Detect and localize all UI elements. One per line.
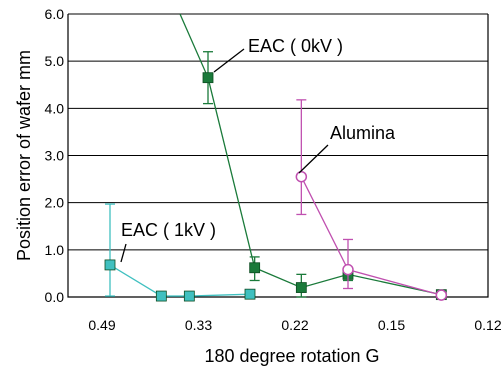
series-line <box>300 176 442 296</box>
annotation-label: EAC ( 1kV ) <box>121 220 216 240</box>
data-point <box>435 289 448 301</box>
annotation-leader <box>120 243 127 263</box>
x-axis-tick-labels: 0.49 0.33 0.22 0.15 0.12 <box>88 317 501 333</box>
series-eac-0kv <box>179 13 447 301</box>
y-tick-label: 0.0 <box>45 289 65 305</box>
series-annotations: EAC ( 0kV ) Alumina EAC ( 1kV ) <box>120 36 396 263</box>
data-point <box>202 72 214 84</box>
data-point <box>342 263 354 276</box>
data-series <box>104 13 448 302</box>
data-point <box>104 259 116 271</box>
y-tick-label: 4.0 <box>45 100 65 116</box>
y-axis-tick-labels: 0.0 1.0 2.0 3.0 4.0 5.0 6.0 <box>45 6 65 305</box>
annotation-label: Alumina <box>330 123 396 143</box>
annotation-leader <box>213 48 245 73</box>
x-tick-label: 0.33 <box>185 317 212 333</box>
plot-frame <box>67 14 489 298</box>
y-axis-label: Position error of wafer mm <box>14 50 34 261</box>
series-line <box>109 264 251 297</box>
series-alumina <box>295 99 448 301</box>
data-point <box>295 170 308 183</box>
data-point <box>155 290 167 302</box>
annotation-leader <box>298 144 329 174</box>
series-line <box>179 13 442 296</box>
series-eac-1kv <box>104 203 256 302</box>
x-tick-label: 0.22 <box>281 317 308 333</box>
data-point <box>295 282 307 293</box>
y-tick-label: 1.0 <box>45 242 65 258</box>
data-point <box>249 262 261 274</box>
y-tick-label: 2.0 <box>45 195 65 211</box>
y-tick-label: 6.0 <box>45 6 65 22</box>
x-tick-label: 0.49 <box>88 317 115 333</box>
horizontal-gridlines <box>68 13 488 251</box>
x-tick-label: 0.12 <box>474 317 501 333</box>
y-tick-label: 3.0 <box>45 148 65 164</box>
y-tick-label: 5.0 <box>45 53 65 69</box>
annotation-label: EAC ( 0kV ) <box>248 36 343 56</box>
x-tick-label: 0.15 <box>378 317 405 333</box>
data-point <box>244 288 256 300</box>
data-point <box>183 290 195 302</box>
x-axis-label: 180 degree rotation G <box>204 346 379 366</box>
